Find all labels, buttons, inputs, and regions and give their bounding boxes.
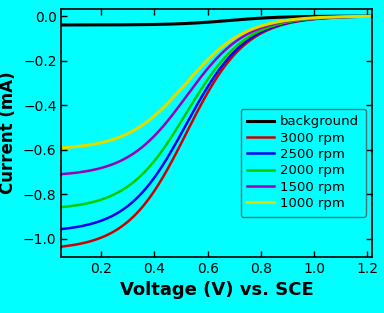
background bbox=[327, 14, 331, 18]
2000 rpm bbox=[257, 29, 262, 33]
1000 rpm bbox=[59, 146, 64, 150]
1000 rpm bbox=[295, 17, 300, 21]
background bbox=[257, 16, 262, 20]
Line: 2500 rpm: 2500 rpm bbox=[61, 17, 372, 229]
2000 rpm bbox=[59, 205, 64, 209]
2000 rpm bbox=[248, 34, 253, 38]
background bbox=[248, 17, 253, 21]
1500 rpm bbox=[257, 27, 262, 30]
Line: background: background bbox=[61, 16, 372, 25]
3000 rpm bbox=[240, 45, 244, 49]
1500 rpm bbox=[327, 15, 331, 19]
2000 rpm bbox=[240, 40, 244, 44]
3000 rpm bbox=[295, 19, 300, 23]
3000 rpm bbox=[327, 16, 331, 20]
2500 rpm bbox=[78, 224, 83, 228]
Line: 3000 rpm: 3000 rpm bbox=[61, 17, 372, 247]
2500 rpm bbox=[370, 15, 375, 18]
background bbox=[370, 14, 375, 18]
background bbox=[59, 23, 64, 27]
1500 rpm bbox=[248, 31, 253, 34]
1500 rpm bbox=[240, 35, 244, 39]
2500 rpm bbox=[240, 43, 244, 46]
1000 rpm bbox=[248, 28, 253, 32]
3000 rpm bbox=[78, 242, 83, 245]
2000 rpm bbox=[370, 14, 375, 18]
1000 rpm bbox=[327, 15, 331, 19]
1500 rpm bbox=[59, 172, 64, 176]
3000 rpm bbox=[248, 38, 253, 42]
1000 rpm bbox=[370, 14, 375, 18]
3000 rpm bbox=[257, 32, 262, 36]
background bbox=[78, 23, 83, 27]
2500 rpm bbox=[248, 37, 253, 40]
background bbox=[240, 18, 244, 21]
2000 rpm bbox=[78, 203, 83, 207]
Line: 1000 rpm: 1000 rpm bbox=[61, 16, 372, 148]
1500 rpm bbox=[295, 18, 300, 22]
2000 rpm bbox=[327, 16, 331, 19]
2500 rpm bbox=[59, 227, 64, 231]
background bbox=[295, 15, 300, 18]
2500 rpm bbox=[327, 16, 331, 20]
2500 rpm bbox=[295, 19, 300, 23]
2000 rpm bbox=[295, 18, 300, 22]
1500 rpm bbox=[78, 170, 83, 174]
X-axis label: Voltage (V) vs. SCE: Voltage (V) vs. SCE bbox=[120, 281, 314, 299]
Legend: background, 3000 rpm, 2500 rpm, 2000 rpm, 1500 rpm, 1000 rpm: background, 3000 rpm, 2500 rpm, 2000 rpm… bbox=[241, 109, 366, 217]
Line: 1500 rpm: 1500 rpm bbox=[61, 16, 372, 174]
3000 rpm bbox=[370, 15, 375, 18]
1000 rpm bbox=[257, 24, 262, 28]
1000 rpm bbox=[240, 32, 244, 36]
Y-axis label: Current (mA): Current (mA) bbox=[0, 72, 17, 194]
3000 rpm bbox=[59, 245, 64, 249]
Line: 2000 rpm: 2000 rpm bbox=[61, 16, 372, 207]
1000 rpm bbox=[78, 144, 83, 148]
2500 rpm bbox=[257, 31, 262, 35]
1500 rpm bbox=[370, 14, 375, 18]
